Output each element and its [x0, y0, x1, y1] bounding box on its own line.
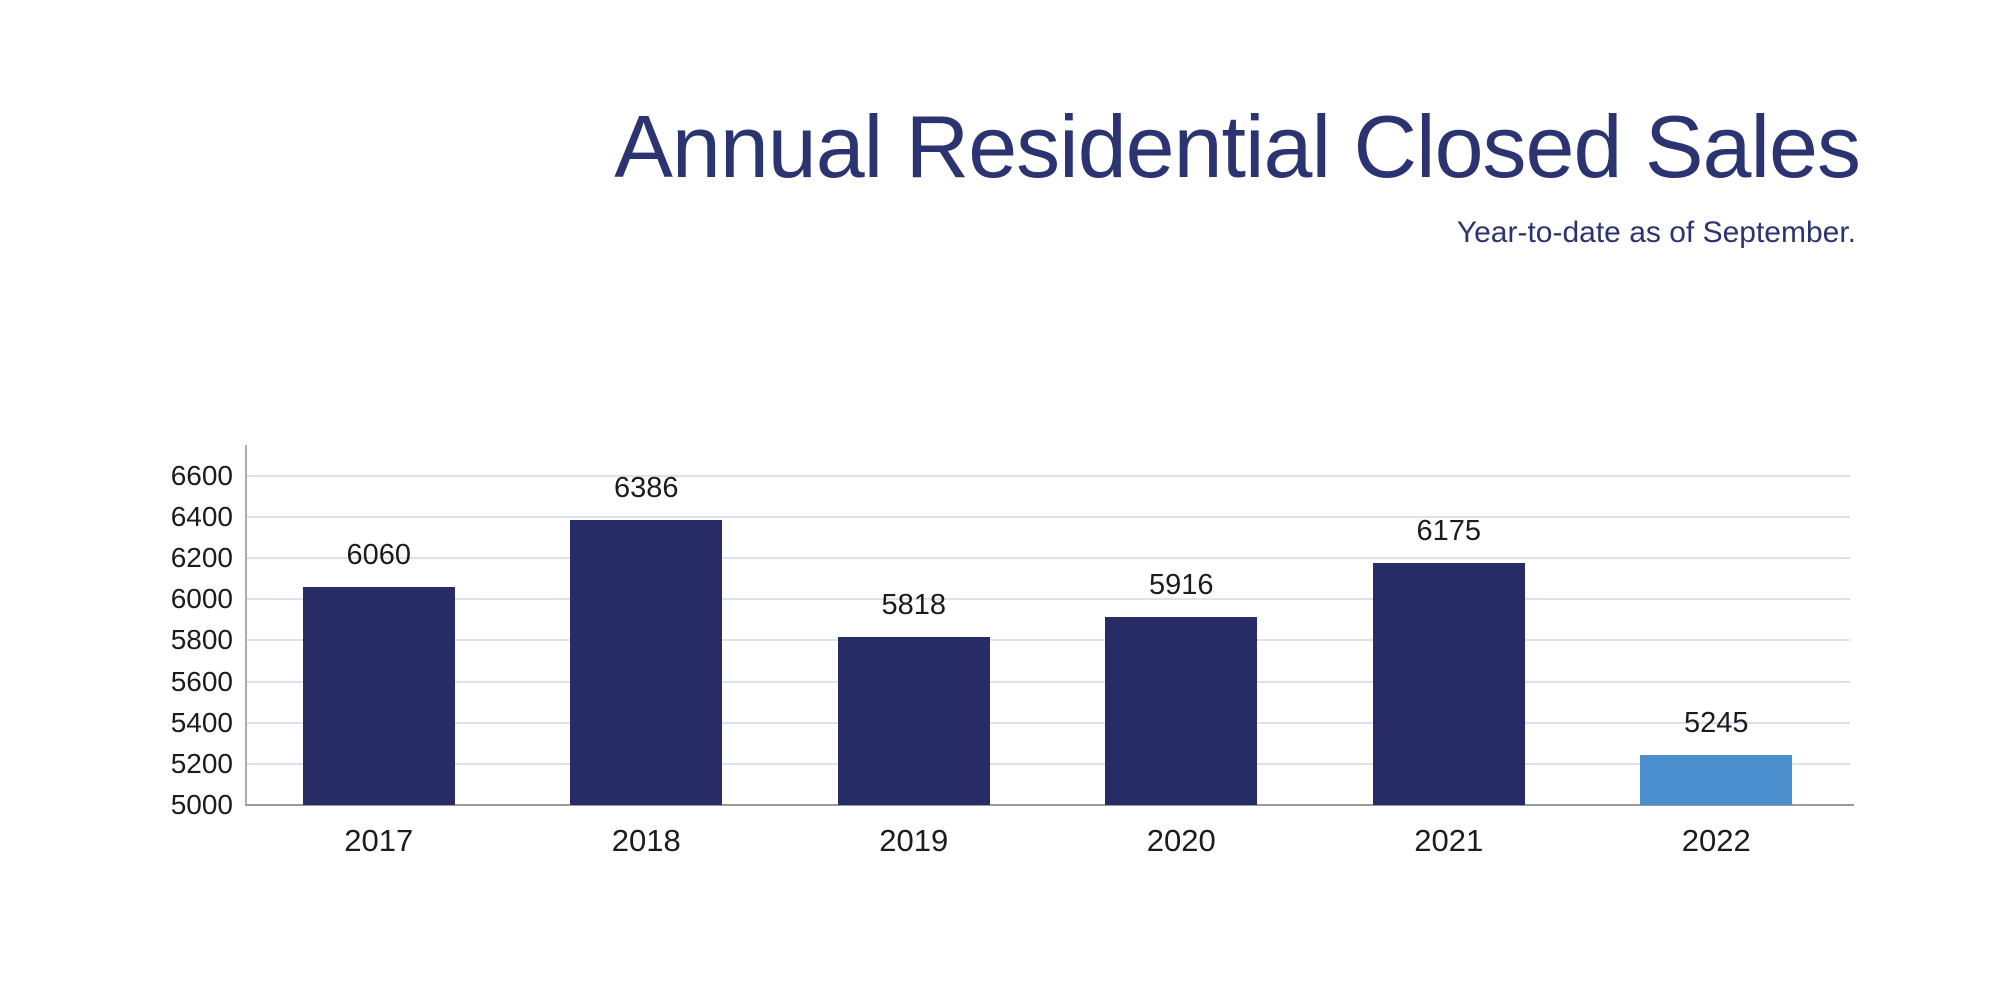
gridline	[245, 639, 1850, 642]
y-tick-label: 5600	[170, 665, 233, 697]
y-tick-label: 5800	[170, 624, 233, 656]
gridline	[245, 516, 1850, 518]
x-tick-label: 2018	[611, 823, 681, 858]
y-tick-label: 5200	[170, 747, 233, 779]
gridline	[245, 721, 1850, 724]
x-axis-baseline	[245, 804, 1854, 806]
x-tick-label: 2021	[1414, 823, 1484, 858]
y-tick-label: 5000	[170, 789, 233, 820]
x-tick-label: 2022	[1681, 823, 1751, 858]
bar-value-label: 5818	[881, 588, 946, 621]
bar-2018	[570, 519, 723, 805]
bar-2017	[302, 586, 455, 805]
bar-value-label: 5916	[1148, 568, 1214, 601]
bar-value-label: 6175	[1416, 515, 1481, 548]
bar-2020	[1105, 616, 1258, 805]
gridline	[245, 474, 1850, 477]
bar-2021	[1372, 563, 1525, 805]
bar-2022	[1640, 754, 1793, 805]
x-tick-label: 2017	[344, 823, 414, 858]
x-tick-label: 2020	[1146, 823, 1216, 858]
gridline	[245, 762, 1850, 765]
y-tick-label: 5400	[170, 706, 233, 738]
page-title: Annual Residential Closed Sales	[614, 97, 1861, 196]
y-tick-label: 6400	[170, 501, 233, 532]
page-subtitle: Year-to-date as of September.	[1456, 216, 1856, 249]
y-tick-label: 6600	[170, 459, 233, 491]
gridline	[245, 680, 1850, 683]
y-axis-line	[245, 445, 247, 805]
y-tick-label: 6200	[170, 542, 233, 574]
bar-value-label: 6060	[346, 538, 411, 571]
x-tick-label: 2019	[879, 823, 949, 858]
bar-2019	[837, 636, 990, 805]
y-tick-label: 6000	[170, 583, 233, 615]
gridline	[245, 557, 1850, 560]
chart-header: Annual Residential Closed Sales Year-to-…	[614, 96, 1861, 250]
bar-value-label: 6386	[613, 471, 679, 504]
bar-value-label: 5245	[1683, 706, 1749, 739]
gridline	[245, 598, 1850, 601]
